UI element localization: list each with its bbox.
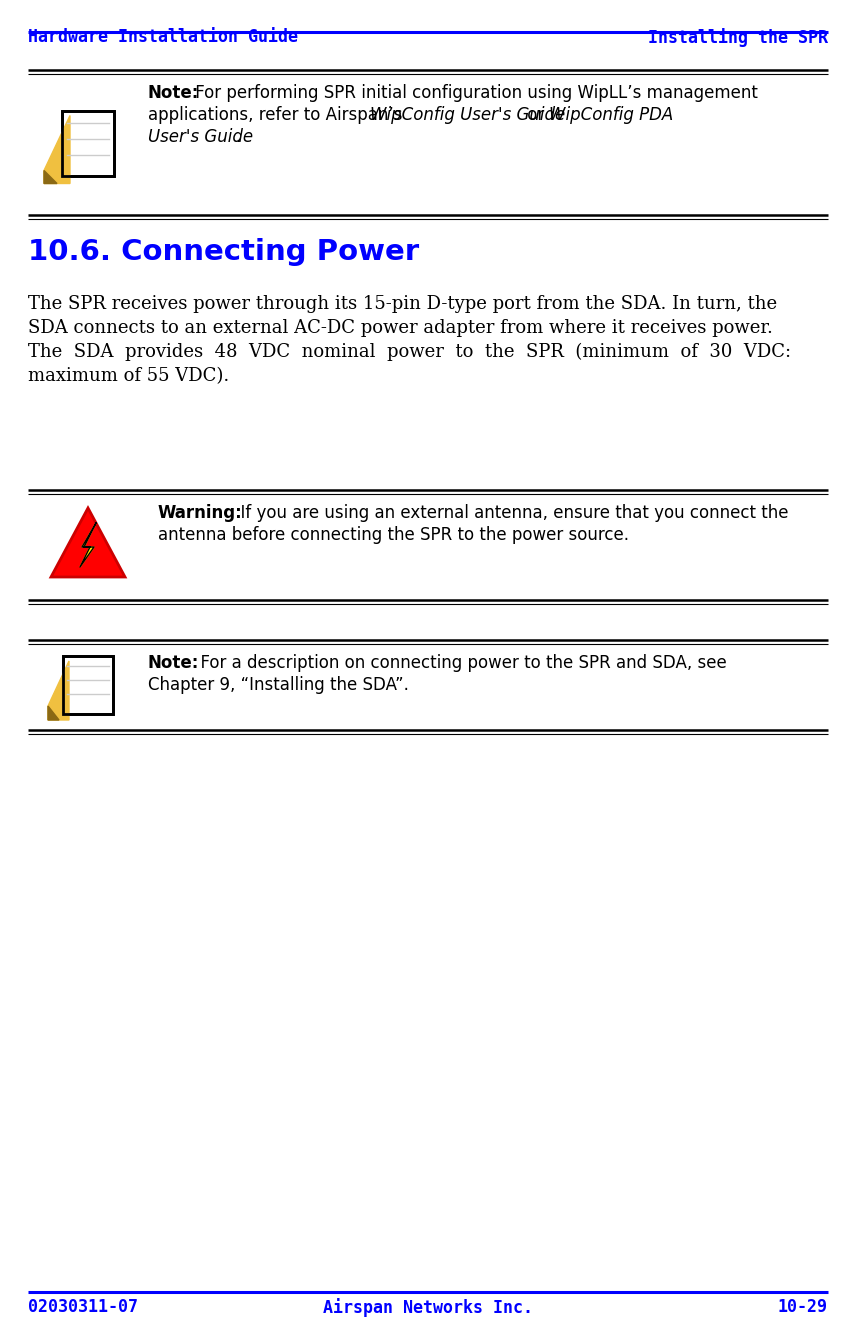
Text: 10.6. Connecting Power: 10.6. Connecting Power — [28, 238, 419, 267]
Text: For performing SPR initial configuration using WipLL’s management: For performing SPR initial configuration… — [190, 84, 758, 102]
Polygon shape — [44, 116, 70, 183]
Text: Hardware Installation Guide: Hardware Installation Guide — [28, 28, 298, 46]
Text: User's Guide: User's Guide — [148, 128, 253, 147]
FancyBboxPatch shape — [63, 656, 113, 714]
Text: If you are using an external antenna, ensure that you connect the: If you are using an external antenna, en… — [230, 504, 788, 521]
Text: or: or — [522, 106, 549, 124]
FancyBboxPatch shape — [62, 111, 114, 176]
Text: Warning:: Warning: — [158, 504, 243, 521]
Text: For a description on connecting power to the SPR and SDA, see: For a description on connecting power to… — [190, 653, 727, 672]
Text: antenna before connecting the SPR to the power source.: antenna before connecting the SPR to the… — [158, 525, 629, 544]
Text: Chapter 9, “Installing the SDA”.: Chapter 9, “Installing the SDA”. — [148, 676, 409, 694]
Text: The SPR receives power through its 15-pin D-type port from the SDA. In turn, the: The SPR receives power through its 15-pi… — [28, 294, 777, 313]
Polygon shape — [44, 170, 57, 183]
Polygon shape — [48, 706, 59, 719]
Text: 02030311-07: 02030311-07 — [28, 1298, 138, 1316]
Polygon shape — [51, 508, 125, 577]
Text: WipConfig User's Guide: WipConfig User's Guide — [370, 106, 566, 124]
Text: SDA connects to an external AC-DC power adapter from where it receives power.: SDA connects to an external AC-DC power … — [28, 319, 773, 337]
Text: Note:: Note: — [148, 84, 200, 102]
Text: 10-29: 10-29 — [778, 1298, 828, 1316]
Text: .: . — [235, 128, 240, 147]
Text: applications, refer to Airspan’s: applications, refer to Airspan’s — [148, 106, 408, 124]
Polygon shape — [80, 523, 96, 568]
Text: WipConfig PDA: WipConfig PDA — [549, 106, 674, 124]
Text: maximum of 55 VDC).: maximum of 55 VDC). — [28, 367, 230, 385]
Text: The  SDA  provides  48  VDC  nominal  power  to  the  SPR  (minimum  of  30  VDC: The SDA provides 48 VDC nominal power to… — [28, 343, 791, 362]
Polygon shape — [48, 661, 69, 719]
Text: Airspan Networks Inc.: Airspan Networks Inc. — [323, 1298, 534, 1317]
Text: Note:: Note: — [148, 653, 200, 672]
Text: Installing the SPR: Installing the SPR — [648, 28, 828, 48]
